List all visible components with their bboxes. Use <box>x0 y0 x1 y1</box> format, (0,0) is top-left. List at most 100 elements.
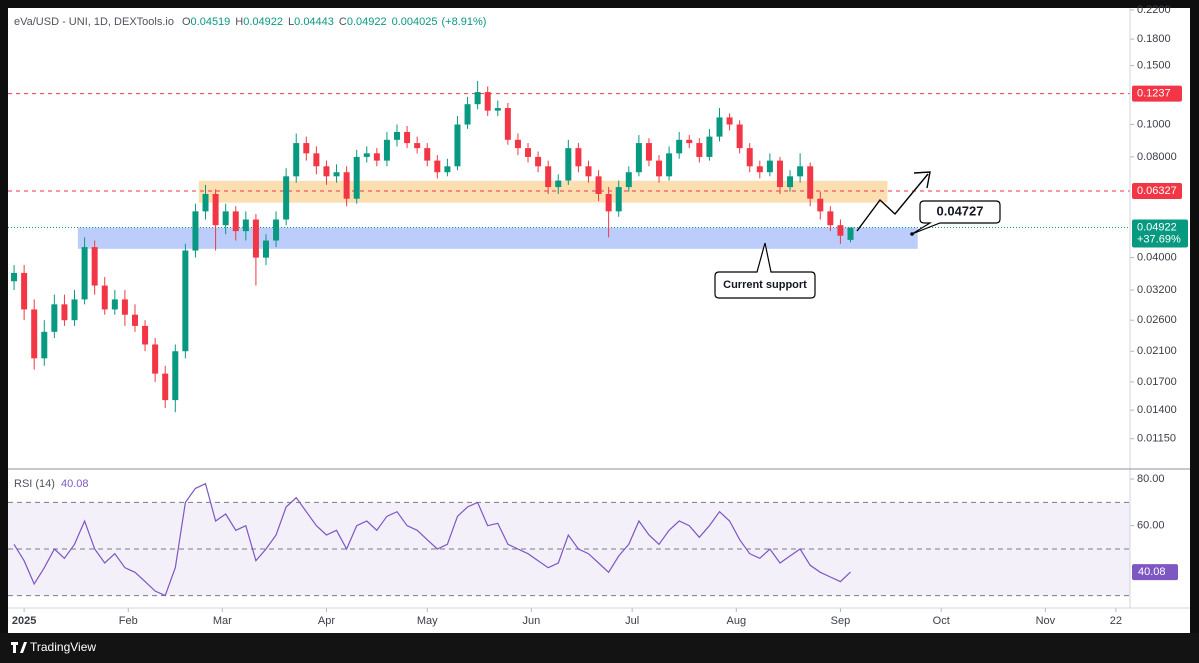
projection-arrow <box>856 173 929 232</box>
y-tick-label: 0.01400 <box>1137 404 1177 416</box>
symbol: eVa/USD - UNI, 1D, DEXTools.io <box>14 16 174 28</box>
rsi-last-bg <box>1132 564 1178 581</box>
candle-body <box>434 160 441 173</box>
y-tick-label: 0.1500 <box>1137 60 1171 72</box>
candle-body <box>776 160 783 188</box>
candle-body <box>746 148 753 167</box>
ohlc-key: L <box>288 16 294 28</box>
y-tick-label: 0.1000 <box>1137 118 1171 130</box>
change-pct: (+8.91%) <box>442 16 487 28</box>
candle-body <box>817 198 824 212</box>
y-tick-label: 0.04000 <box>1137 252 1177 264</box>
candle-body <box>676 139 683 154</box>
candle-body <box>454 124 461 167</box>
candle-body <box>313 153 320 167</box>
candle-body <box>807 166 814 199</box>
candle-body <box>696 143 703 157</box>
rsi-title: RSI (14) <box>14 478 55 490</box>
candle-body <box>555 180 562 188</box>
support-callout <box>714 242 816 299</box>
zone <box>77 227 918 249</box>
rsi-y-tick-label: 60.00 <box>1137 520 1165 532</box>
candle-body <box>404 131 411 144</box>
candle-body <box>444 166 451 173</box>
y-tick-label: 0.02100 <box>1137 345 1177 357</box>
level-label-bg <box>1132 85 1182 102</box>
candle-body <box>41 331 48 359</box>
candle-body <box>81 247 88 300</box>
candle-body <box>252 219 259 258</box>
candle-body <box>353 156 360 199</box>
arrow-head <box>913 171 931 189</box>
y-tick-label: 0.1800 <box>1137 33 1171 45</box>
ohlc-key: C <box>339 16 347 28</box>
x-tick-label: Mar <box>213 615 232 627</box>
y-tick-label: 0.2200 <box>1137 4 1171 16</box>
candle-body <box>716 117 723 137</box>
candle-body <box>333 172 340 177</box>
candle-body <box>242 219 249 232</box>
level-label: 0.06327 <box>1137 185 1177 197</box>
candle-body <box>635 143 642 173</box>
candle-body <box>172 351 179 401</box>
candle-body <box>615 187 622 212</box>
candle-body <box>262 240 269 258</box>
rsi-legend: RSI (14) 40.08 <box>14 478 89 490</box>
x-tick-label: Jul <box>625 615 639 627</box>
candle-body <box>666 153 673 177</box>
main-layer: 0.2200 0.1800 0.1500 0.1000 0.08000 0.04000 0.… <box>8 4 1188 627</box>
candle-body <box>11 272 18 282</box>
zone <box>198 180 888 203</box>
ohlc-key: O <box>182 16 191 28</box>
x-tick-label: Feb <box>119 615 138 627</box>
candle-body <box>71 299 78 321</box>
rsi-last-label: 40.08 <box>1138 566 1166 578</box>
y-tick-label: 0.03200 <box>1137 284 1177 296</box>
candle-body <box>222 211 229 226</box>
candle-body <box>766 160 773 173</box>
x-tick-label: May <box>417 615 438 627</box>
candle-body <box>545 166 552 188</box>
candle-body <box>706 136 713 157</box>
candle-body <box>464 104 471 125</box>
candle-body <box>494 108 501 111</box>
x-tick-label: 2025 <box>12 615 36 627</box>
level-label: 0.1237 <box>1137 88 1171 100</box>
candle-body <box>535 156 542 167</box>
last-price-bg <box>1132 219 1188 248</box>
candle-body <box>756 166 763 173</box>
level-label-bg <box>1132 183 1182 200</box>
candle-body <box>142 325 149 345</box>
candle-body <box>212 193 219 226</box>
candle-body <box>182 250 189 352</box>
candle-body <box>625 172 632 188</box>
candle-body <box>736 124 743 149</box>
candle-body <box>525 148 532 157</box>
candle-body <box>202 193 209 212</box>
ohlc-value: 0.04922 <box>243 16 283 28</box>
x-tick-label: 22 <box>1110 615 1122 627</box>
candle-body <box>111 299 118 310</box>
footer-bar <box>0 633 1199 663</box>
candle-body <box>121 299 128 315</box>
candle-body <box>152 344 159 374</box>
candle-body <box>484 92 491 111</box>
x-tick-label: Oct <box>933 615 950 627</box>
candle-body <box>686 139 693 144</box>
candle-body <box>414 143 421 149</box>
candle-body <box>363 153 370 157</box>
last-change-label: +37.69% <box>1137 233 1181 245</box>
candle-body <box>51 304 58 332</box>
y-tick-label: 0.02600 <box>1137 314 1177 326</box>
rsi-value: 40.08 <box>61 478 89 490</box>
x-tick-label: Sep <box>831 615 851 627</box>
ohlc-value: 0.04519 <box>191 16 231 28</box>
candle-body <box>585 166 592 177</box>
brand-logo <box>11 642 27 653</box>
rsi-y-tick-label: 80.00 <box>1137 473 1165 485</box>
candle-body <box>323 166 330 177</box>
candle-body <box>827 211 834 226</box>
last-price-label: 0.04922 <box>1137 221 1177 233</box>
candle-body <box>645 143 652 161</box>
